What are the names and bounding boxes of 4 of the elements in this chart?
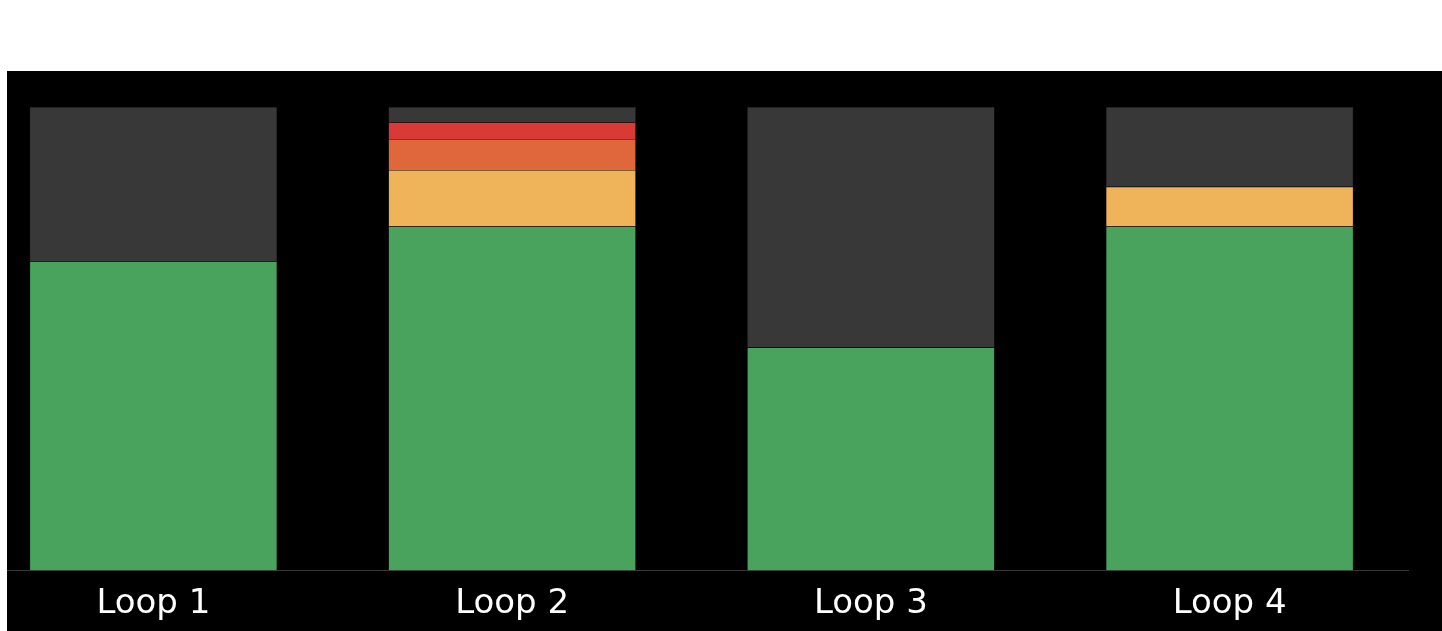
x-tick-label: Loop 4 bbox=[1172, 581, 1287, 622]
x-tick-label: Loop 3 bbox=[813, 581, 928, 622]
x-tick-label: Loop 2 bbox=[455, 581, 570, 622]
x-tick-label: Loop 1 bbox=[96, 581, 211, 622]
